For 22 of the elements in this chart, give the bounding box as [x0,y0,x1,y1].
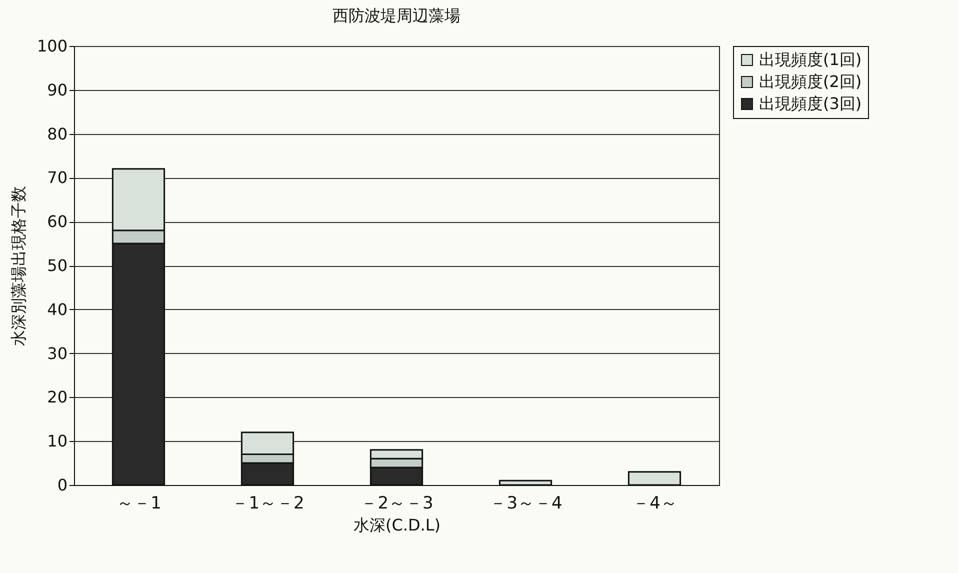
y-tick-label: 0 [57,476,68,494]
legend-label: 出現頻度(3回) [759,94,862,113]
y-tick-label: 90 [47,80,68,100]
x-tick-label: －2～－3 [360,494,434,514]
y-tick-label: 20 [47,388,68,407]
y-tick-label: 80 [47,124,68,144]
y-axis-title: 水深別藻場出現格子数 [8,186,28,346]
y-tick-label: 10 [47,432,68,451]
y-tick-label: 70 [47,168,68,188]
y-tick-label: 40 [47,300,68,319]
legend-label: 出現頻度(1回) [759,50,862,69]
x-tick-label: －4～ [632,494,678,514]
legend-label: 出現頻度(2回) [759,72,862,91]
x-axis-title: 水深(C.D.L) [353,516,441,534]
y-tick-label: 50 [47,256,68,275]
x-tick-label: －3～－4 [490,494,562,514]
y-tick-label: 100 [36,36,68,56]
y-tick-label: 60 [47,212,68,232]
x-tick-label: ～－1 [116,494,162,514]
chart-title: 西防波堤周辺藻場 [332,6,460,25]
x-tick-label: －1～－2 [232,494,304,514]
y-tick-label: 30 [47,344,68,363]
